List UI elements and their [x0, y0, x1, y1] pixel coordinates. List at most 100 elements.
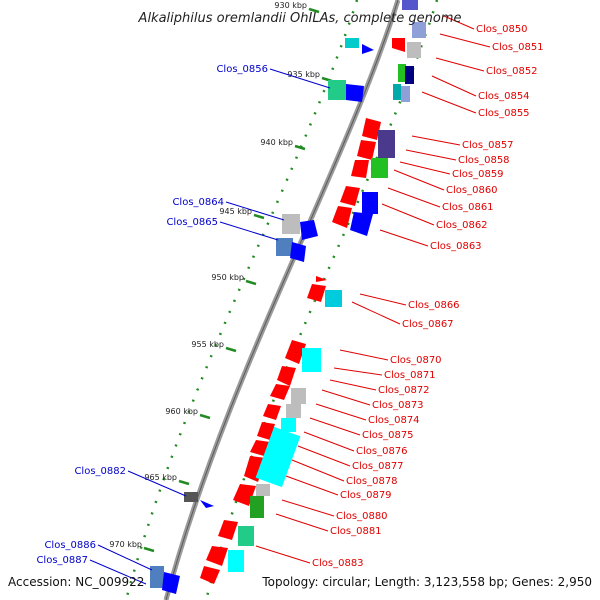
gene-block: [250, 496, 264, 518]
connector-line: [439, 33, 491, 48]
forward-genes: [200, 0, 426, 584]
gene-block: [286, 404, 301, 418]
gene-arrow: [270, 384, 290, 400]
gene-arrow: [362, 118, 381, 140]
gene-arrow: [290, 242, 306, 262]
tick-mark: [143, 546, 155, 553]
gene-block: [405, 66, 414, 84]
connector-line: [219, 221, 279, 241]
connector-line: [275, 513, 329, 532]
connector-line: [329, 379, 377, 391]
gene-label-right[interactable]: Clos_0851: [492, 42, 544, 53]
gene-block: [412, 22, 426, 38]
connector-line: [315, 403, 367, 421]
gene-label-left[interactable]: Clos_0887: [36, 555, 88, 566]
gene-block: [398, 64, 406, 82]
connector-line: [127, 470, 187, 497]
gene-label-right[interactable]: Clos_0861: [442, 202, 494, 213]
gene-arrow: [257, 422, 275, 440]
connector-line: [411, 135, 461, 146]
gene-arrow: [300, 220, 318, 240]
gene-block: [302, 348, 321, 372]
gene-block: [371, 158, 388, 178]
gene-arrow: [346, 84, 364, 102]
gene-label-right[interactable]: Clos_0872: [378, 385, 430, 396]
connector-line: [379, 229, 429, 247]
gene-label-right[interactable]: Clos_0883: [312, 558, 364, 569]
gene-block: [401, 86, 410, 102]
gene-label-right[interactable]: Clos_0875: [362, 430, 414, 441]
gene-label-right[interactable]: Clos_0863: [430, 241, 482, 252]
tick-label: 960 kbp: [165, 407, 198, 416]
gene-label-right[interactable]: Clos_0876: [356, 446, 408, 457]
gene-arrow: [350, 212, 373, 236]
gene-block: [184, 492, 198, 502]
gene-label-right[interactable]: Clos_0862: [436, 220, 488, 231]
tick-label: 950 kbp: [211, 273, 244, 282]
gene-block: [393, 84, 401, 100]
connector-line: [351, 301, 401, 325]
gene-label-right[interactable]: Clos_0873: [372, 400, 424, 411]
connector-line: [303, 431, 355, 452]
tick-mark: [178, 479, 190, 486]
connector-line: [339, 349, 389, 361]
gene-label-right[interactable]: Clos_0867: [402, 319, 454, 330]
gene-block: [291, 388, 306, 404]
tick-mark: [253, 213, 265, 220]
topology-text: Topology: circular; Length: 3,123,558 bp…: [261, 575, 592, 589]
gene-arrow: [340, 186, 360, 206]
gene-label-left[interactable]: Clos_0886: [44, 540, 96, 551]
connector-line: [431, 75, 477, 97]
tick-mark: [225, 346, 237, 353]
gene-block: [255, 426, 301, 488]
connector-line: [309, 417, 361, 436]
gene-label-right[interactable]: Clos_0850: [476, 24, 528, 35]
connector-line: [269, 68, 331, 89]
gene-label-right[interactable]: Clos_0854: [478, 91, 530, 102]
gene-label-right[interactable]: Clos_0881: [330, 526, 382, 537]
gene-arrow: [162, 572, 180, 594]
gene-label-left[interactable]: Clos_0882: [74, 466, 126, 477]
connector-line: [281, 499, 335, 517]
gene-labels-right: Clos_0850 Clos_0851 Clos_0852 Clos_0854 Clos…: [312, 24, 544, 569]
gene-arrow: [200, 500, 214, 508]
connector-line: [399, 161, 451, 175]
connector-line: [381, 203, 435, 226]
tick-marks: 930 kbp 935 kbp 940 kbp 945 kbp 950 kbp 955 k…: [109, 1, 333, 553]
connector-line: [285, 475, 339, 496]
gene-arrow: [263, 404, 281, 420]
gene-label-right[interactable]: Clos_0855: [478, 108, 530, 119]
gene-label-right[interactable]: Clos_0866: [408, 300, 460, 311]
gene-arrow: [351, 160, 369, 178]
connector-line: [359, 293, 407, 306]
gene-label-left[interactable]: Clos_0865: [166, 217, 218, 228]
gene-label-right[interactable]: Clos_0860: [446, 185, 498, 196]
gene-block: [378, 130, 395, 158]
gene-label-right[interactable]: Clos_0879: [340, 490, 392, 501]
gene-label-right[interactable]: Clos_0859: [452, 169, 504, 180]
connector-line: [435, 57, 485, 72]
gene-label-right[interactable]: Clos_0874: [368, 415, 420, 426]
gene-label-right[interactable]: Clos_0880: [336, 511, 388, 522]
connector-line: [333, 367, 383, 376]
tick-label: 945 kbp: [219, 207, 252, 216]
gene-label-right[interactable]: Clos_0857: [462, 140, 514, 151]
connector-line: [443, 15, 475, 30]
gene-label-left[interactable]: Clos_0864: [172, 197, 224, 208]
accession-text: Accession: NC_009922: [8, 575, 144, 589]
connector-line: [387, 187, 441, 208]
gene-arrow: [316, 276, 327, 282]
gene-label-right[interactable]: Clos_0871: [384, 370, 436, 381]
gene-block: [402, 0, 418, 10]
gene-block: [238, 526, 254, 546]
gene-block: [256, 484, 270, 496]
gene-label-right[interactable]: Clos_0878: [346, 476, 398, 487]
gene-label-left[interactable]: Clos_0856: [216, 64, 268, 75]
gene-label-right[interactable]: Clos_0870: [390, 355, 442, 366]
gene-label-right[interactable]: Clos_0877: [352, 461, 404, 472]
gene-label-right[interactable]: Clos_0858: [458, 155, 510, 166]
gene-block: [228, 550, 244, 572]
tick-mark: [308, 7, 320, 14]
gene-arrow: [218, 520, 238, 540]
gene-label-right[interactable]: Clos_0852: [486, 66, 538, 77]
